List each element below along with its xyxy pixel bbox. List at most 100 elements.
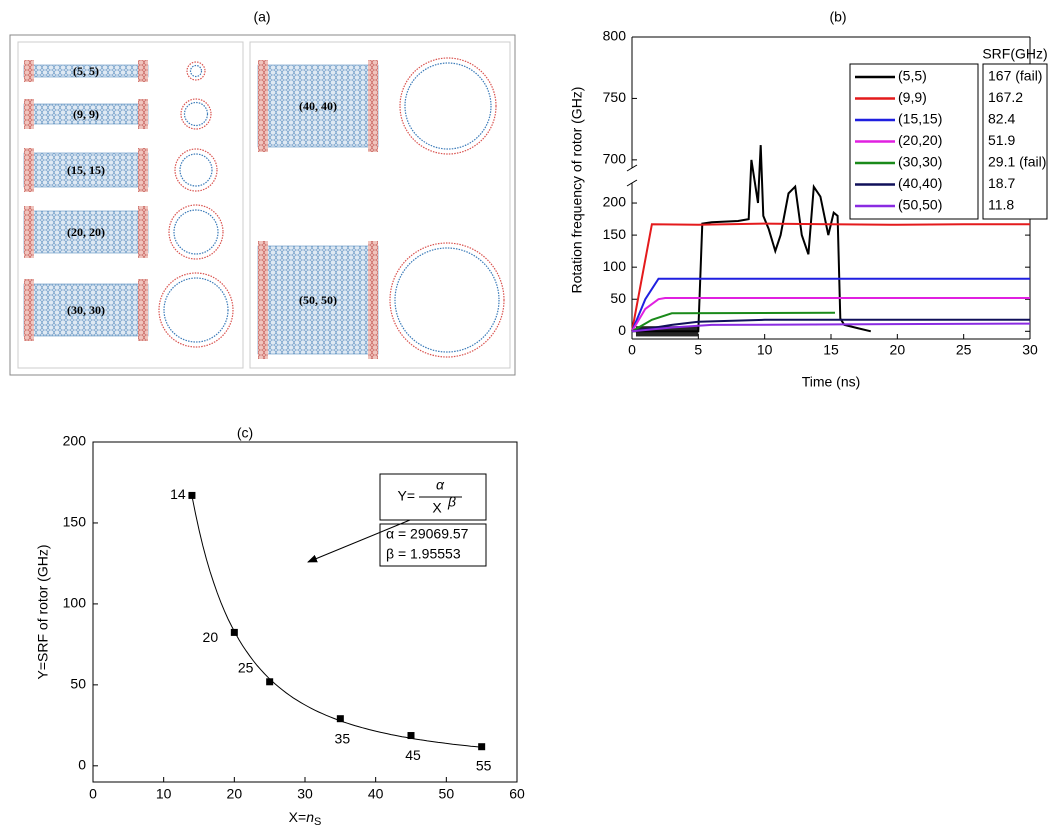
- data-point: [478, 743, 486, 751]
- x-tick-label: 30: [297, 786, 313, 802]
- tube-cap: [138, 60, 148, 82]
- tube-end-inner: [189, 64, 203, 78]
- tube-cap: [368, 241, 378, 359]
- legend-srf: 167.2: [988, 89, 1023, 105]
- tube-cap: [258, 60, 268, 152]
- tube-end-outer: [174, 148, 218, 192]
- tube-label: (20, 20): [67, 225, 105, 239]
- y-tick-label: 0: [78, 757, 86, 773]
- point-label: 14: [170, 486, 186, 502]
- y-tick-label: 800: [603, 28, 627, 44]
- legend-title: SRF(GHz): [982, 46, 1047, 62]
- legend-label: (5,5): [898, 68, 927, 84]
- tube-end-inner: [404, 62, 492, 150]
- legend-label: (20,20): [898, 132, 942, 148]
- chart-title: (b): [829, 9, 846, 25]
- y-tick-label: 200: [603, 194, 627, 210]
- tube-end-inner: [394, 247, 500, 353]
- y-axis-label: Y=SRF of rotor (GHz): [35, 545, 51, 680]
- tube-label: (30, 30): [67, 303, 105, 317]
- tube-end-outer: [180, 98, 212, 130]
- x-tick-label: 25: [956, 342, 972, 358]
- y-tick-label: 50: [70, 676, 86, 692]
- legend-srf: 51.9: [988, 132, 1015, 148]
- x-label-part: n: [306, 809, 314, 825]
- tube-label: (40, 40): [299, 99, 337, 113]
- axis-break: [626, 179, 638, 187]
- legend-srf: 18.7: [988, 175, 1015, 191]
- panel-a-left: [17, 41, 244, 369]
- tube-label: (15, 15): [67, 163, 105, 177]
- x-tick-label: 0: [89, 786, 97, 802]
- panel-a-label: (a): [253, 9, 270, 25]
- x-tick-label: 0: [628, 342, 636, 358]
- series-line: [631, 318, 1030, 333]
- formula-lhs: Y=: [397, 488, 415, 504]
- tube-cap: [24, 148, 34, 192]
- tube-cap: [24, 60, 34, 82]
- legend-label: (30,30): [898, 154, 942, 170]
- y-tick-label: 750: [603, 89, 627, 105]
- tube-label: (50, 50): [299, 293, 337, 307]
- y-tick-label: 150: [603, 226, 627, 242]
- fit-curve: [191, 495, 482, 748]
- tube-end-outer: [158, 272, 234, 348]
- formula-exp: β: [447, 494, 456, 510]
- legend-label: (40,40): [898, 175, 942, 191]
- tube-end-outer: [168, 204, 224, 260]
- legend-label: (9,9): [898, 89, 927, 105]
- tube-cap: [138, 206, 148, 258]
- tube-cap: [138, 148, 148, 192]
- series-line: [631, 311, 836, 333]
- x-tick-label: 10: [156, 786, 172, 802]
- point-label: 25: [238, 659, 254, 675]
- legend-srf: 82.4: [988, 111, 1015, 127]
- legend-label: (15,15): [898, 111, 942, 127]
- formula-den: X: [432, 500, 442, 516]
- legend-srf: 167 (fail): [988, 68, 1042, 84]
- axis-break: [626, 164, 638, 172]
- x-axis-label: Time (ns): [802, 374, 861, 390]
- tube-end-inner: [179, 153, 213, 187]
- point-label: 55: [476, 757, 492, 773]
- y-tick-label: 150: [63, 514, 87, 530]
- tube-end-outer: [389, 242, 505, 358]
- x-tick-label: 20: [227, 786, 243, 802]
- tube-cap: [258, 241, 268, 359]
- tube-end-outer: [399, 57, 497, 155]
- data-point: [230, 628, 238, 636]
- nanotube: [257, 245, 379, 355]
- series-line: [631, 222, 1030, 332]
- y-tick-label: 50: [610, 290, 626, 306]
- param-alpha: α = 29069.57: [386, 526, 469, 542]
- y-tick-label: 0: [618, 322, 626, 338]
- point-label: 20: [203, 629, 219, 645]
- tube-end-outer: [186, 61, 206, 81]
- x-tick-label: 5: [694, 342, 702, 358]
- tube-cap: [24, 99, 34, 129]
- nanotube: [23, 210, 149, 254]
- tube-cap: [24, 279, 34, 341]
- tube-end-inner: [173, 209, 219, 255]
- tube-label: (9, 9): [73, 107, 99, 121]
- chart-title: (c): [237, 425, 253, 441]
- series-line: [631, 322, 1031, 333]
- tube-label: (5, 5): [73, 64, 99, 78]
- x-label-part: S: [314, 816, 321, 828]
- tube-cap: [138, 99, 148, 129]
- tube-cap: [368, 60, 378, 152]
- x-label-part: X=: [289, 809, 307, 825]
- data-point: [407, 732, 415, 740]
- y-tick-label: 100: [63, 595, 87, 611]
- point-label: 45: [405, 747, 421, 763]
- panel-a-right: [249, 41, 511, 369]
- legend-srf-box: [982, 63, 1048, 220]
- legend-srf: 11.8: [988, 197, 1014, 213]
- x-axis-label: X=nS: [289, 809, 322, 828]
- tube-end-inner: [163, 277, 229, 343]
- legend-label: (50,50): [898, 197, 942, 213]
- tube-cap: [138, 279, 148, 341]
- x-tick-label: 10: [757, 342, 773, 358]
- y-axis-label: Rotation frequency of rotor (GHz): [569, 87, 585, 294]
